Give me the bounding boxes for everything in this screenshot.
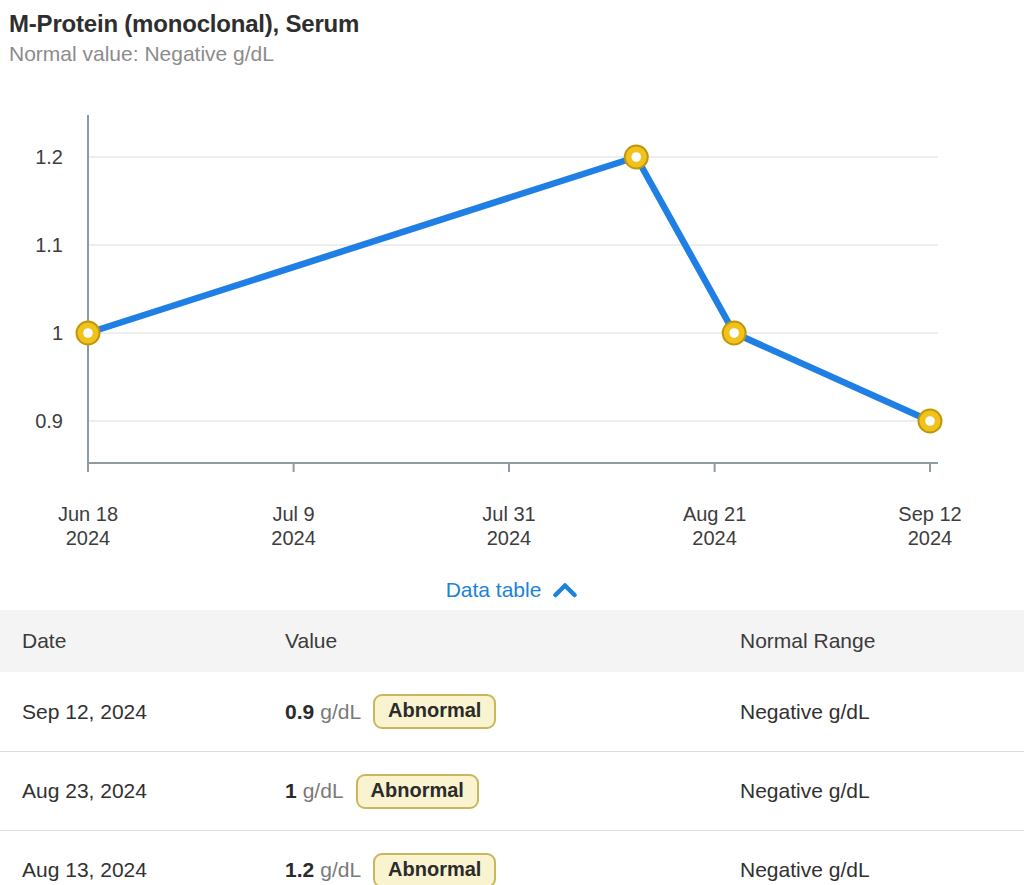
value-number: 0.9 [285,700,314,724]
table-header-row: Date Value Normal Range [0,610,1024,672]
abnormal-badge: Abnormal [356,774,479,809]
table-row: Aug 13, 2024 1.2 g/dL Abnormal Negative … [0,830,1024,885]
value-number: 1 [285,779,297,803]
y-axis-tick-label: 0.9 [35,410,63,432]
lab-result-page: M-Protein (monoclonal), Serum Normal val… [0,0,1024,885]
column-header-normal-range: Normal Range [740,629,1024,653]
value-unit: g/dL [303,779,344,803]
series-line [88,157,930,421]
normal-range-cell: Negative g/dL [740,700,1024,724]
data-point-marker-center [83,328,93,338]
table-body: Sep 12, 2024 0.9 g/dL Abnormal Negative … [0,672,1024,885]
date-cell: Sep 12, 2024 [22,700,285,724]
x-axis-tick-label: Jul 92024 [271,503,316,549]
x-axis-tick-label: Jul 312024 [482,503,535,549]
date-cell: Aug 13, 2024 [22,858,285,882]
value-cell: 1 g/dL Abnormal [285,774,740,809]
x-axis-tick-label: Aug 212024 [683,503,746,549]
table-row: Sep 12, 2024 0.9 g/dL Abnormal Negative … [0,672,1024,751]
normal-range-cell: Negative g/dL [740,858,1024,882]
y-axis-tick-label: 1.2 [35,146,63,168]
value-cell: 1.2 g/dL Abnormal [285,853,740,885]
abnormal-badge: Abnormal [373,853,496,885]
value-unit: g/dL [320,700,361,724]
table-row: Aug 23, 2024 1 g/dL Abnormal Negative g/… [0,751,1024,830]
data-point-marker-center [631,152,641,162]
value-cell: 0.9 g/dL Abnormal [285,694,740,729]
normal-range-cell: Negative g/dL [740,779,1024,803]
chevron-up-icon [552,582,578,598]
column-header-date: Date [22,629,285,653]
trend-chart: 0.9 1 1.1 1.2 Jun 182024 Jul 92024 Jul 312024 A… [0,100,1024,574]
column-header-value: Value [285,629,740,653]
y-axis-tick-label: 1.1 [35,234,63,256]
normal-value-subtitle: Normal value: Negative g/dL [9,40,1024,68]
data-point-marker-center [925,416,935,426]
abnormal-badge: Abnormal [373,694,496,729]
result-header: M-Protein (monoclonal), Serum Normal val… [0,0,1024,68]
page-title: M-Protein (monoclonal), Serum [9,8,1024,40]
date-cell: Aug 23, 2024 [22,779,285,803]
data-table-toggle[interactable]: Data table [0,574,1024,606]
value-number: 1.2 [285,858,314,882]
x-axis-tick-label: Jun 182024 [58,503,118,549]
data-point-marker-center [729,328,739,338]
x-axis-tick-label: Sep 122024 [898,503,961,549]
value-unit: g/dL [320,858,361,882]
line-chart-canvas: 0.9 1 1.1 1.2 Jun 182024 Jul 92024 Jul 312024 A… [0,100,1024,570]
y-axis-tick-label: 1 [52,322,63,344]
data-table-toggle-label: Data table [446,578,542,602]
results-data-table: Date Value Normal Range Sep 12, 2024 0.9… [0,610,1024,885]
